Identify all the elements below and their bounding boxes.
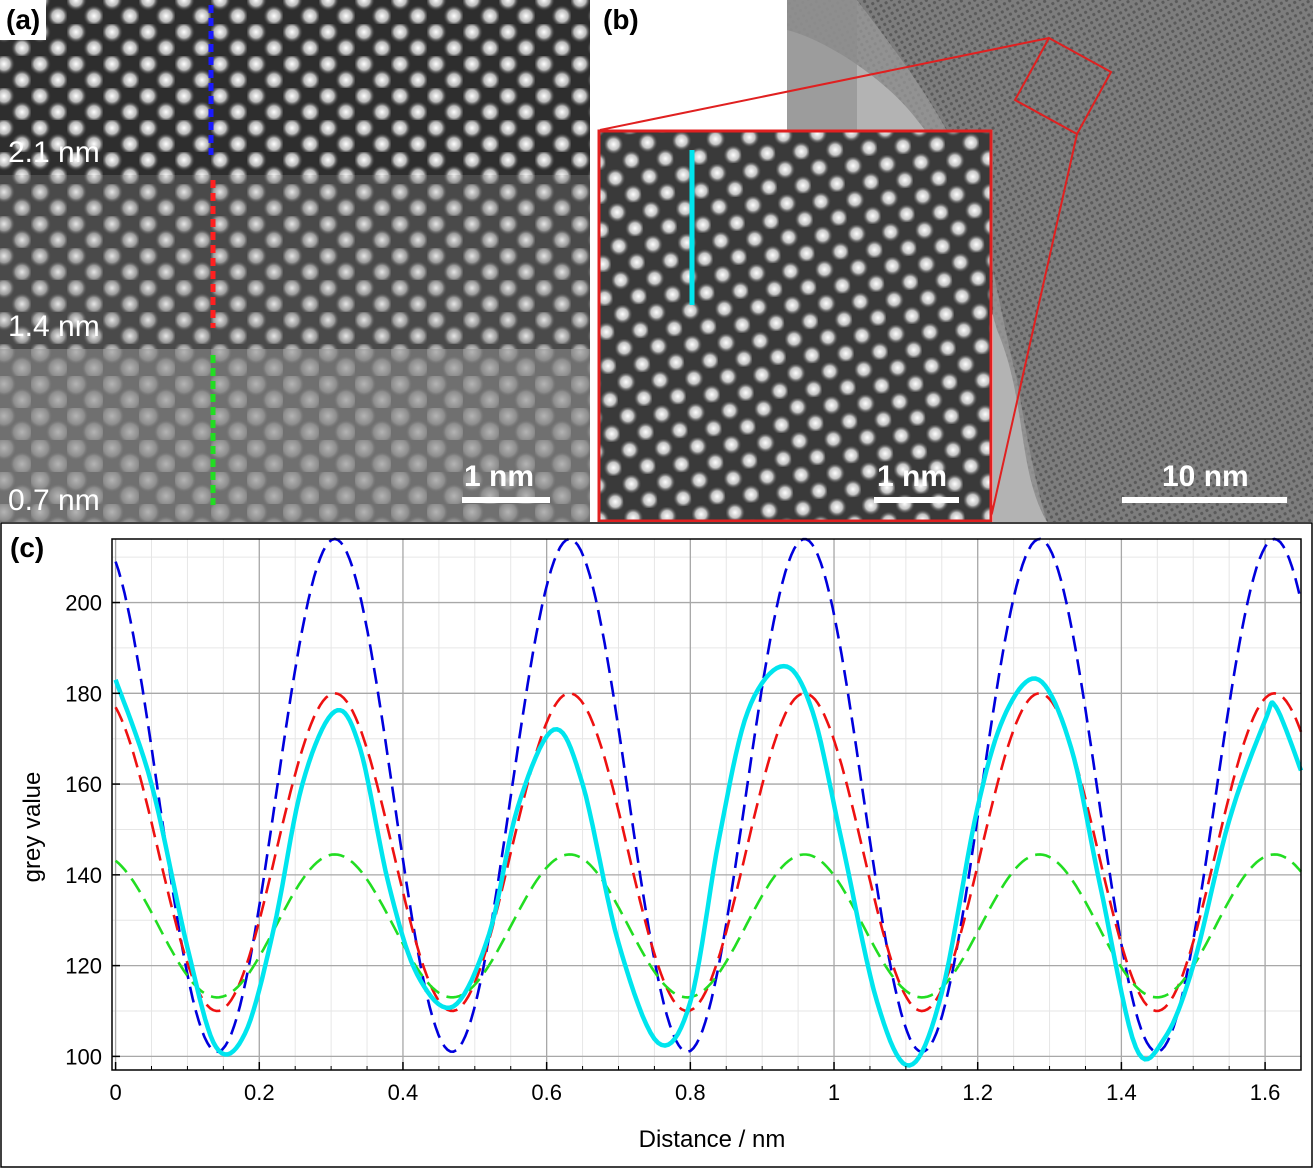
x-tick-label: 1	[828, 1080, 840, 1105]
x-tick-label: 1.4	[1106, 1080, 1137, 1105]
panel-a-letter: (a)	[0, 0, 47, 40]
scalebar-a-label: 1 nm	[464, 460, 535, 493]
zoom-connector-top	[599, 37, 1050, 131]
scalebar-main-label: 10 nm	[1162, 460, 1249, 493]
y-axis-title: grey value	[19, 772, 46, 883]
x-tick-label: 1.6	[1250, 1080, 1281, 1105]
x-tick-label: 0.4	[388, 1080, 419, 1105]
chart-series	[113, 537, 1304, 1068]
lattice-simulation-image	[0, 0, 590, 522]
panel-a-micrograph: (a) 2.1 nm 1.4 nm 0.7 nm 1 nm	[0, 0, 590, 522]
series-line-1	[114, 691, 1303, 1013]
thickness-label-bottom: 0.7 nm	[8, 484, 100, 517]
inset-frame	[597, 129, 993, 522]
panel-b-micrograph: (b) 1 nm 10 nm	[597, 0, 1313, 522]
y-tick-label: 100	[65, 1044, 102, 1069]
y-tick-label: 140	[65, 863, 102, 888]
chart-ticks: 0 0.2 0.4 0.6 0.8 1 1.2 1.4 1.6 100 120 140 160 180 20…	[65, 591, 1280, 1105]
x-tick-label: 0	[109, 1080, 121, 1105]
thickness-label-top: 2.1 nm	[8, 136, 100, 169]
x-tick-label: 0.6	[531, 1080, 562, 1105]
panel-c-letter: (c)	[4, 528, 51, 568]
series-line-3	[113, 663, 1304, 1068]
chart-grid	[112, 539, 1301, 1070]
line-profile-chart: 0 0.2 0.4 0.6 0.8 1 1.2 1.4 1.6 100 120 140 160 180 20…	[0, 522, 1313, 1168]
scalebar-inset-label: 1 nm	[877, 460, 948, 493]
y-tick-label: 120	[65, 954, 102, 979]
x-tick-label: 0.8	[675, 1080, 706, 1105]
y-tick-label: 160	[65, 772, 102, 797]
inset-image	[599, 131, 991, 521]
x-axis-title: Distance / nm	[639, 1126, 786, 1153]
zoom-connector-bottom	[989, 133, 1078, 522]
y-tick-label: 200	[65, 591, 102, 616]
panel-b-letter: (b)	[597, 0, 645, 40]
series-line-2	[114, 853, 1302, 999]
hrtem-image	[597, 0, 1313, 522]
series-line-0	[114, 537, 1303, 1054]
thickness-label-middle: 1.4 nm	[8, 310, 100, 343]
x-tick-label: 1.2	[962, 1080, 993, 1105]
x-tick-label: 0.2	[244, 1080, 275, 1105]
y-tick-label: 180	[65, 681, 102, 706]
panel-c-chart: 0 0.2 0.4 0.6 0.8 1 1.2 1.4 1.6 100 120 140 160 180 20…	[0, 522, 1313, 1168]
